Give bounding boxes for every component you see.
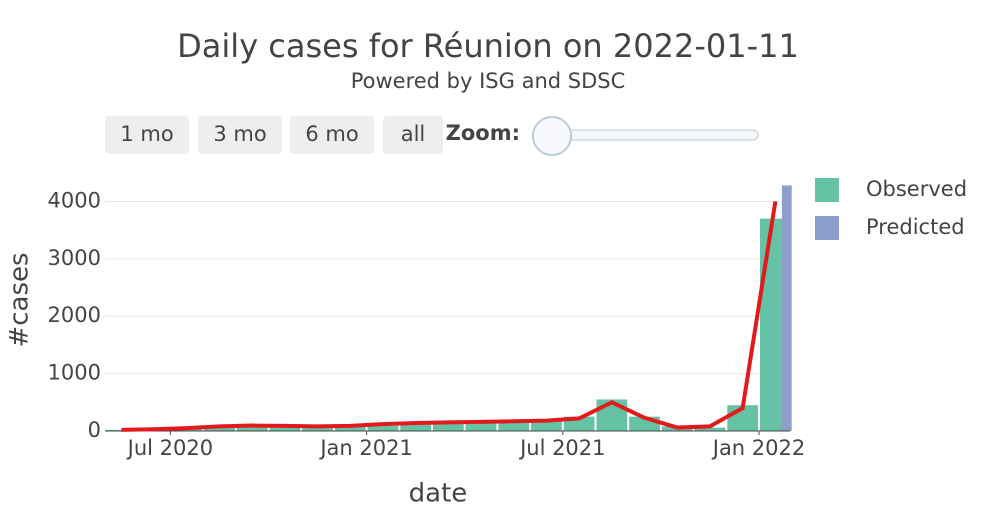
button-bg [383,116,443,154]
legend-label: Observed [866,177,967,201]
bar [334,425,366,431]
range-button[interactable]: all [383,116,443,154]
y-tick-label: 1000 [48,361,101,385]
bar [596,399,628,431]
chart-subtitle: Powered by ISG and SDSC [351,69,626,93]
button-label: 1 mo [120,122,173,146]
y-tick-label: 0 [88,418,101,442]
bar [781,185,792,431]
x-tick-label: Jan 2021 [318,436,413,460]
bar [106,429,137,431]
x-tick-label: Jul 2020 [126,436,213,460]
bar [236,425,268,431]
legend-swatch [815,178,839,202]
button-bg [105,116,189,154]
button-label: 6 mo [305,122,358,146]
button-bg [290,116,374,154]
legend-label: Predicted [866,215,965,239]
chart-title: Daily cases for Réunion on 2022-01-11 [177,27,799,65]
x-tick-label: Jul 2021 [518,436,605,460]
bar [498,421,530,431]
button-label: 3 mo [213,122,266,146]
y-tick-label: 4000 [48,188,101,212]
y-tick-label: 3000 [48,246,101,270]
range-button[interactable]: 6 mo [290,116,374,154]
bar [367,425,399,431]
bar [433,422,464,431]
bar [204,426,235,431]
trend-line [121,201,778,432]
range-button[interactable]: 1 mo [105,116,189,154]
slider-handle[interactable] [532,116,572,156]
bar [694,427,726,431]
y-tick-label: 2000 [48,303,101,327]
x-tick-label: Jan 2022 [711,436,806,460]
button-bg [198,116,282,154]
legend-swatch [815,216,839,240]
y-axis-title: #cases [5,252,35,347]
bar [465,422,497,431]
range-button[interactable]: 3 mo [198,116,282,154]
bar [302,426,333,431]
zoom-label: Zoom: [446,121,520,145]
button-label: all [401,122,426,146]
bar [400,423,431,431]
slider-track[interactable] [547,129,759,141]
x-axis-title: date [409,479,468,509]
bar [269,425,301,431]
bar [531,420,562,431]
